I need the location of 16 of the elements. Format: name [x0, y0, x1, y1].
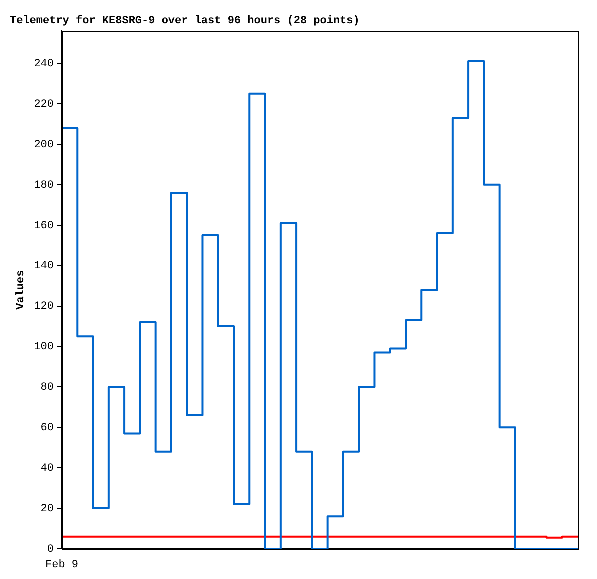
- y-tick-label: 240: [34, 58, 54, 70]
- y-tick-label: 60: [40, 422, 54, 435]
- y-tick-label: 120: [34, 301, 54, 314]
- y-tick-label: 80: [40, 382, 54, 394]
- y-tick-label: 140: [34, 260, 54, 273]
- y-tick-label: 160: [34, 220, 54, 232]
- chart-title: Telemetry for KE8SRG-9 over last 96 hours (28 points): [10, 14, 360, 28]
- y-tick-label: 220: [34, 98, 54, 111]
- text: Feb 9: [45, 559, 79, 572]
- y-tick-label: 0: [47, 544, 54, 556]
- y-tick-label: 180: [34, 180, 54, 192]
- y-tick-label: 20: [40, 503, 54, 516]
- y-tick-label: 200: [34, 139, 54, 152]
- y-tick-label: 100: [34, 342, 54, 354]
- y-tick-label: 40: [40, 463, 54, 475]
- y-axis-title: Values: [15, 270, 28, 310]
